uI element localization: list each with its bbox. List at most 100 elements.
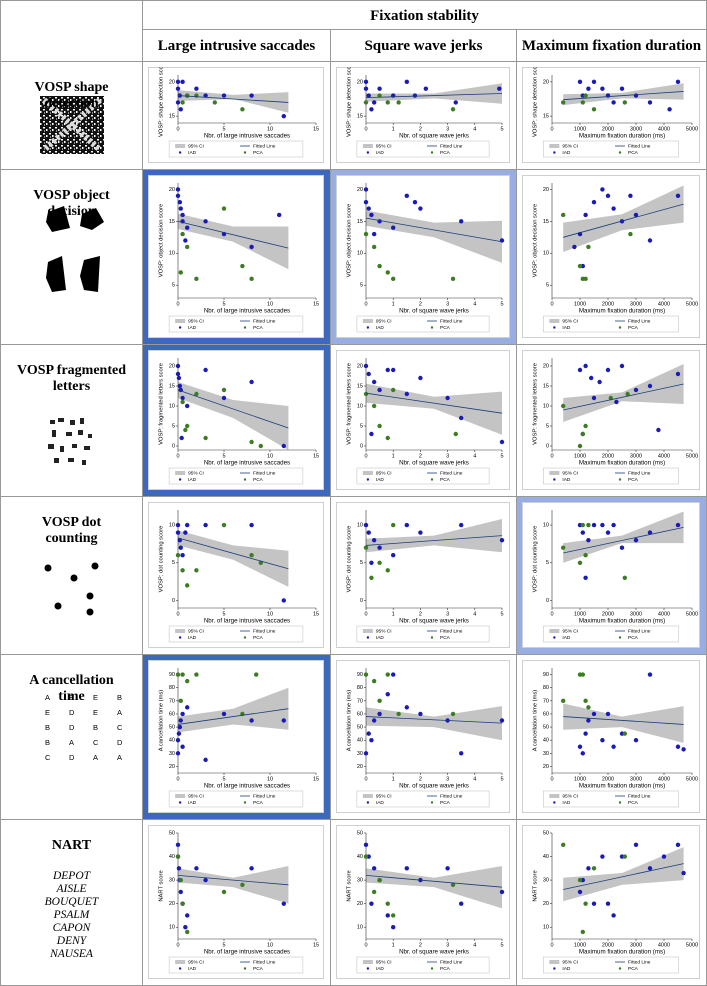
y-tick-label: 20 bbox=[543, 764, 549, 770]
x-tick-label: 5 bbox=[500, 301, 503, 307]
point bbox=[459, 415, 464, 421]
point bbox=[180, 711, 185, 717]
hidden-x bbox=[42, 97, 102, 153]
ci-band bbox=[563, 847, 684, 902]
point bbox=[589, 375, 594, 381]
legend-swatch bbox=[175, 794, 186, 798]
legend-swatch bbox=[243, 801, 247, 804]
point bbox=[377, 560, 382, 565]
point bbox=[647, 530, 653, 535]
legend-label: 95% CI bbox=[562, 143, 578, 149]
point bbox=[194, 568, 199, 573]
point bbox=[633, 737, 639, 743]
point bbox=[369, 901, 374, 906]
y-tick-label: 60 bbox=[543, 711, 549, 717]
point bbox=[185, 583, 190, 588]
point bbox=[499, 718, 505, 723]
x-tick-label: 15 bbox=[313, 301, 319, 307]
chart: 0 5 10 15 20 0 1000 2000 3000 4000 5000 Maximum fix… bbox=[522, 350, 700, 490]
legend bbox=[168, 625, 304, 643]
point bbox=[178, 698, 183, 704]
x-tick-label: 2 bbox=[419, 453, 422, 459]
ci-band bbox=[178, 213, 289, 270]
point bbox=[249, 244, 254, 250]
x-tick-label: 2 bbox=[419, 301, 422, 307]
point bbox=[577, 367, 583, 373]
x-tick-label: 5 bbox=[222, 301, 225, 307]
point bbox=[377, 698, 382, 704]
x-tick-label: 10 bbox=[267, 942, 273, 948]
point bbox=[404, 391, 409, 397]
legend-label: IAD bbox=[562, 150, 571, 156]
point bbox=[681, 870, 686, 876]
point bbox=[412, 93, 418, 98]
legend-label: PCA bbox=[253, 325, 264, 331]
group-header: Fixation stability bbox=[143, 0, 707, 30]
point bbox=[180, 553, 185, 558]
chart-cell bbox=[331, 497, 517, 655]
point bbox=[363, 187, 369, 192]
point bbox=[366, 731, 371, 736]
y-tick-label: 0 bbox=[360, 443, 363, 449]
legend-label: PCA bbox=[628, 150, 639, 156]
point bbox=[625, 391, 630, 397]
point bbox=[369, 107, 374, 112]
x-tick-label: 0 bbox=[364, 126, 367, 132]
point bbox=[418, 375, 423, 381]
y-tick-label: 15 bbox=[169, 383, 175, 389]
fitted-line bbox=[365, 716, 503, 724]
legend-label: Fitted Line bbox=[440, 318, 463, 324]
point bbox=[611, 744, 616, 749]
y-tick-label: 5 bbox=[172, 283, 175, 289]
legend-label: IAD bbox=[376, 325, 385, 331]
legend-swatch bbox=[618, 636, 622, 639]
point bbox=[622, 854, 627, 859]
y-axis-label: VOSP: dot counting score bbox=[347, 526, 353, 593]
point bbox=[175, 672, 181, 677]
legend-label: IAD bbox=[376, 150, 385, 156]
legend-swatch bbox=[430, 151, 434, 154]
legend-label: Fitted Line bbox=[628, 793, 651, 799]
point bbox=[363, 100, 369, 105]
word: DEPOT bbox=[52, 870, 91, 882]
legend-swatch bbox=[366, 636, 370, 639]
x-tick-label: 2 bbox=[419, 126, 422, 132]
point bbox=[178, 270, 183, 275]
letter: B bbox=[45, 738, 51, 747]
legend-label: Fitted Line bbox=[253, 470, 276, 476]
y-tick-label: 10 bbox=[357, 403, 363, 409]
y-tick-label: 20 bbox=[543, 79, 549, 85]
point bbox=[661, 854, 667, 859]
point bbox=[404, 705, 409, 710]
y-tick-label: 50 bbox=[543, 830, 549, 836]
y-axis-label: A cancellation time (ms) bbox=[533, 690, 539, 752]
legend-label: IAD bbox=[562, 477, 571, 483]
point bbox=[600, 854, 605, 859]
point bbox=[212, 100, 217, 105]
chart-panel bbox=[148, 825, 324, 979]
x-tick-label: 10 bbox=[267, 611, 273, 617]
point bbox=[175, 751, 181, 756]
letter: D bbox=[69, 753, 75, 762]
x-tick-label: 3000 bbox=[630, 611, 642, 617]
x-tick-label: 0 bbox=[364, 453, 367, 459]
legend-swatch bbox=[430, 478, 434, 481]
point bbox=[178, 206, 183, 211]
legend-label: 95% CI bbox=[562, 793, 578, 799]
y-tick-label: 20 bbox=[543, 901, 549, 907]
legend bbox=[168, 315, 304, 333]
x-tick-label: 0 bbox=[550, 776, 553, 782]
x-axis-label: Maximum fixation duration (ms) bbox=[579, 308, 665, 315]
legend-label: PCA bbox=[253, 966, 264, 972]
legend-label: Fitted Line bbox=[253, 959, 276, 965]
point bbox=[385, 100, 390, 105]
x-tick-label: 5000 bbox=[686, 453, 698, 459]
point bbox=[203, 93, 208, 98]
point bbox=[175, 193, 181, 198]
legend bbox=[168, 467, 304, 485]
x-tick-label: 4 bbox=[473, 776, 476, 782]
corner-cell bbox=[0, 0, 143, 62]
x-tick-label: 3 bbox=[446, 942, 449, 948]
legend-label: IAD bbox=[376, 635, 385, 641]
y-axis-label: VOSP: object decision score bbox=[159, 204, 165, 277]
